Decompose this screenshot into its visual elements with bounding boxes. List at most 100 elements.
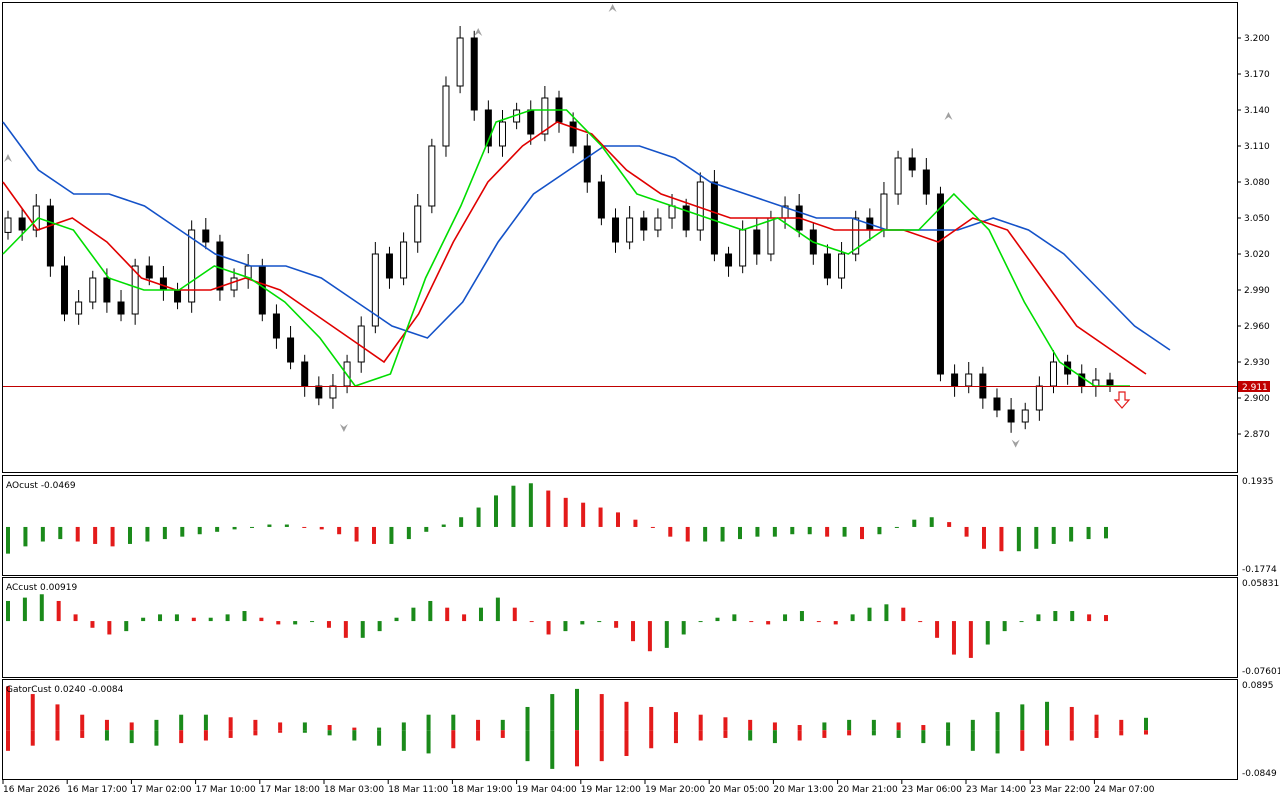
- histogram-bar: [445, 607, 450, 622]
- candle: [131, 258, 139, 325]
- gator-lower-bar: [748, 730, 753, 741]
- histogram-bar: [664, 621, 669, 648]
- histogram-bar: [783, 614, 788, 622]
- histogram-bar: [110, 526, 115, 547]
- candle-body: [541, 97, 549, 135]
- alligator-lips-line: [2, 109, 1130, 387]
- histogram-bar: [951, 621, 956, 655]
- gator-lower-bar: [797, 730, 802, 741]
- candle: [725, 246, 733, 277]
- histogram-bar: [825, 526, 830, 537]
- gator-upper-bar: [896, 722, 901, 731]
- candle-body: [1021, 409, 1029, 423]
- gator-upper-bar: [6, 686, 10, 731]
- candle-body: [1035, 385, 1043, 411]
- histogram-bar: [738, 526, 742, 540]
- histogram-bar: [681, 621, 686, 635]
- histogram-bar: [225, 614, 230, 622]
- histogram-bar: [732, 614, 737, 622]
- histogram-bar: [1069, 526, 1074, 542]
- histogram-bar: [720, 526, 725, 542]
- histogram-bar: [816, 621, 821, 623]
- candle: [583, 134, 591, 193]
- candle: [442, 76, 450, 157]
- price-tick-label: 3.170: [1244, 70, 1270, 80]
- histogram-bar: [755, 526, 760, 537]
- candle: [428, 138, 436, 214]
- gator-upper-bar: [426, 714, 431, 731]
- gator-lower-bar: [302, 730, 307, 733]
- histogram-bar: [372, 526, 376, 544]
- candle: [894, 150, 902, 205]
- alligator-teeth-line: [2, 121, 1147, 375]
- gator-upper-bar: [575, 688, 579, 731]
- candle-body: [597, 181, 605, 219]
- gator-lower-bar: [1020, 730, 1025, 751]
- histogram-bar: [411, 607, 416, 622]
- gator-upper-bar: [327, 725, 332, 731]
- histogram-bar: [462, 614, 467, 622]
- candle-body: [527, 109, 535, 135]
- candle-body: [159, 277, 167, 291]
- candle: [612, 208, 620, 253]
- candle-body: [174, 289, 182, 303]
- fractal-markers: [4, 4, 1020, 448]
- histogram-bar: [250, 526, 254, 528]
- histogram-bar: [1016, 526, 1021, 552]
- gator-upper-bar: [55, 704, 60, 731]
- gator-upper-bar: [129, 722, 134, 731]
- price-tick-label: 3.140: [1244, 106, 1270, 116]
- time-tick-label: 20 Mar 05:00: [709, 785, 769, 795]
- candle-body: [1106, 379, 1114, 386]
- fractal-up-icon: [944, 112, 953, 120]
- gator-upper-bar: [698, 714, 703, 731]
- histogram-bar: [964, 526, 969, 537]
- histogram-bar: [58, 526, 63, 540]
- histogram-bar: [563, 497, 568, 527]
- histogram-bar: [428, 600, 433, 622]
- candle-body: [852, 217, 860, 255]
- candle-body: [654, 217, 662, 231]
- histogram-bar: [912, 519, 917, 527]
- gator-lower-bar: [203, 730, 208, 741]
- time-tick-label: 23 Mar 14:00: [966, 785, 1026, 795]
- gator-upper-bar: [278, 722, 283, 731]
- time-tick-label: 18 Mar 03:00: [324, 785, 384, 795]
- time-tick-label: 24 Mar 07:00: [1094, 785, 1154, 795]
- histogram-bar: [799, 611, 804, 622]
- histogram-bar: [616, 512, 620, 527]
- gator-lower-bar: [575, 730, 579, 767]
- candle: [258, 258, 266, 322]
- candle-body: [668, 205, 676, 219]
- candle: [710, 170, 718, 262]
- histogram-bar: [884, 604, 889, 622]
- histogram-bar: [75, 526, 80, 542]
- candle-body: [484, 109, 492, 147]
- gator-lower-bar: [228, 730, 233, 738]
- main-panel-frame: [2, 2, 1238, 473]
- gator-upper-bar: [1119, 719, 1124, 731]
- gator-upper-bar: [154, 719, 159, 731]
- alligator-lines: [2, 109, 1171, 387]
- histogram-bar: [918, 621, 923, 623]
- candle-body: [258, 265, 266, 315]
- price-tick-label: 2.900: [1244, 394, 1270, 404]
- histogram-bar: [790, 526, 795, 535]
- candle-body: [117, 301, 125, 315]
- gator-upper-bar: [228, 717, 233, 731]
- gator-lower-bar: [1094, 730, 1099, 738]
- gator-upper-bar: [723, 717, 728, 731]
- histogram-bar: [1086, 526, 1091, 540]
- gator-upper-bar: [649, 706, 654, 731]
- gator-upper-bar: [1094, 714, 1099, 731]
- histogram-bar: [668, 526, 673, 537]
- histogram-bar: [354, 526, 359, 542]
- candle: [936, 186, 944, 382]
- gator-upper-bar: [1144, 717, 1148, 731]
- candle-body: [4, 217, 12, 233]
- fractal-up-icon: [474, 28, 483, 36]
- histogram-bar: [1036, 614, 1041, 622]
- histogram-bar: [145, 526, 150, 542]
- candle: [414, 194, 422, 253]
